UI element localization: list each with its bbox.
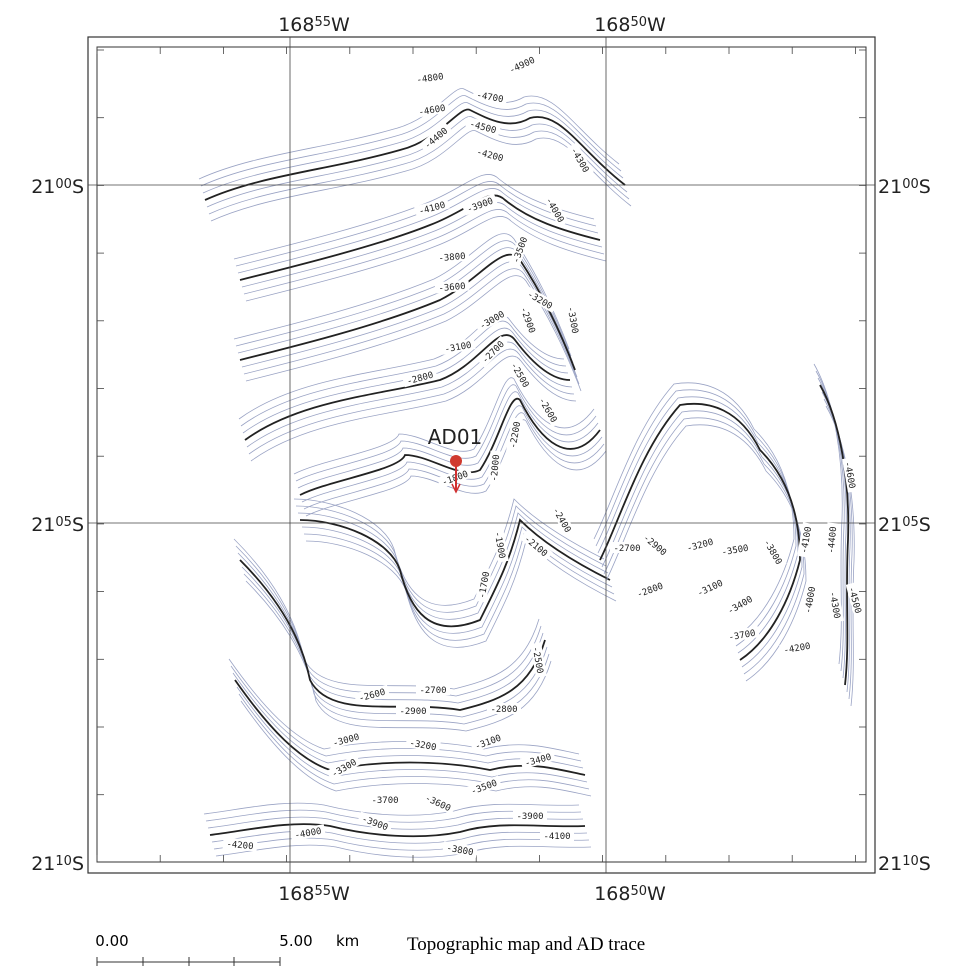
coordinate-label: 16855W bbox=[278, 883, 350, 905]
hemisphere: S bbox=[919, 176, 931, 198]
hemisphere: W bbox=[647, 883, 666, 905]
hemisphere: S bbox=[72, 176, 84, 198]
contour-label: -4100 bbox=[543, 832, 570, 842]
degrees: 168 bbox=[278, 14, 314, 36]
degrees: 168 bbox=[594, 883, 630, 905]
contour-label: -3700 bbox=[371, 796, 398, 806]
degrees: 168 bbox=[594, 14, 630, 36]
minutes: 00 bbox=[55, 177, 72, 192]
scale-start: 0.00 bbox=[95, 932, 128, 950]
station-label: AD01 bbox=[428, 425, 483, 449]
hemisphere: W bbox=[647, 14, 666, 36]
minutes: 00 bbox=[902, 177, 919, 192]
degrees: 21 bbox=[31, 176, 55, 198]
station-marker bbox=[450, 455, 462, 467]
minutes: 50 bbox=[630, 884, 647, 899]
hemisphere: W bbox=[331, 883, 350, 905]
scale-unit: km bbox=[336, 932, 359, 950]
contour-label: -2800 bbox=[490, 705, 517, 715]
contour-label: -2700 bbox=[613, 544, 640, 554]
degrees: 168 bbox=[278, 883, 314, 905]
minutes: 05 bbox=[55, 515, 72, 530]
coordinate-label: 16850W bbox=[594, 14, 666, 36]
hemisphere: S bbox=[72, 853, 84, 875]
degrees: 21 bbox=[878, 176, 902, 198]
hemisphere: S bbox=[72, 514, 84, 536]
minutes: 55 bbox=[314, 15, 331, 30]
degrees: 21 bbox=[31, 514, 55, 536]
hemisphere: W bbox=[331, 14, 350, 36]
minutes: 50 bbox=[630, 15, 647, 30]
contour-label: -3900 bbox=[516, 812, 543, 822]
minutes: 05 bbox=[902, 515, 919, 530]
degrees: 21 bbox=[878, 853, 902, 875]
degrees: 21 bbox=[878, 514, 902, 536]
caption: Topographic map and AD trace bbox=[407, 934, 645, 955]
contour-label: -2700 bbox=[419, 686, 446, 696]
minutes: 10 bbox=[55, 854, 72, 869]
minutes: 10 bbox=[902, 854, 919, 869]
scale-end: 5.00 bbox=[279, 932, 312, 950]
contour-label: -2900 bbox=[399, 707, 426, 717]
coordinate-label: 16850W bbox=[594, 883, 666, 905]
map: 16855W16855W16850W16850W2100S2100S2105S2… bbox=[0, 0, 953, 970]
minutes: 55 bbox=[314, 884, 331, 899]
coordinate-label: 16855W bbox=[278, 14, 350, 36]
degrees: 21 bbox=[31, 853, 55, 875]
hemisphere: S bbox=[919, 853, 931, 875]
hemisphere: S bbox=[919, 514, 931, 536]
